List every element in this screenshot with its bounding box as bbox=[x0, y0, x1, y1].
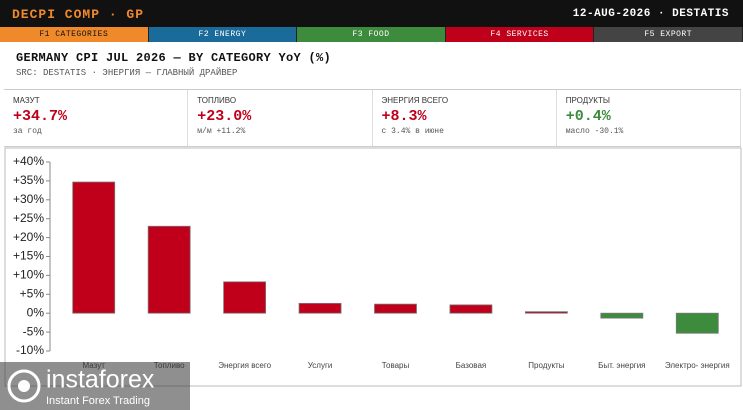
kpi-label: ПРОДУКТЫ bbox=[565, 96, 610, 105]
y-tick-label: +35% bbox=[13, 173, 44, 187]
watermark-bg bbox=[0, 362, 190, 410]
kpi-row: МАЗУТ +34.7% за год ТОПЛИВО +23.0% м/м +11.2%… bbox=[4, 89, 741, 147]
kpi-label: ТОПЛИВО bbox=[197, 96, 237, 105]
bar bbox=[374, 303, 417, 314]
kpi-card: МАЗУТ +34.7% за год bbox=[4, 90, 189, 146]
bar bbox=[147, 225, 191, 314]
tab[interactable]: F2 ENERGY bbox=[148, 27, 298, 42]
watermark-logo bbox=[7, 369, 41, 403]
y-tick-label: +20% bbox=[13, 230, 44, 244]
tab[interactable]: F5 EXPORT bbox=[594, 27, 743, 42]
y-tick-label: +10% bbox=[13, 268, 44, 282]
bar bbox=[600, 312, 644, 319]
kpi-card: ТОПЛИВО +23.0% м/м +11.2% bbox=[188, 90, 373, 146]
tab-bar: F1 CATEGORIES F2 ENERGY F3 FOOD F4 SERVICES… bbox=[0, 27, 743, 42]
header-title: DECPI COMP · GP bbox=[12, 7, 145, 22]
header-date: 12-AUG-2026 · DESTATIS bbox=[572, 8, 729, 20]
y-tick-label: +40% bbox=[13, 154, 44, 168]
watermark-tagline: Instant Forex Trading bbox=[46, 395, 150, 407]
chart-title: GERMANY CPI JUL 2026 — BY CATEGORY YoY (… bbox=[16, 51, 332, 65]
y-tick-label: +5% bbox=[20, 286, 45, 300]
x-tick-label: Услуги bbox=[308, 361, 333, 370]
y-tick-label: 0% bbox=[27, 305, 45, 319]
y-tick-label: -5% bbox=[23, 324, 45, 338]
tab[interactable]: F3 FOOD bbox=[297, 27, 446, 42]
chart-frame bbox=[4, 147, 742, 387]
kpi-value: +0.4% bbox=[565, 108, 611, 125]
kpi-card: ПРОДУКТЫ +0.4% масло -30.1% bbox=[557, 90, 741, 146]
kpi-value: +34.7% bbox=[13, 108, 68, 125]
x-tick-label: Энергия всего bbox=[218, 361, 271, 370]
kpi-note: за год bbox=[13, 127, 42, 136]
tab[interactable]: F4 SERVICES bbox=[445, 27, 595, 42]
kpi-label: ЭНЕРГИЯ ВСЕГО bbox=[381, 96, 449, 105]
bar bbox=[524, 311, 568, 314]
kpi-value: +23.0% bbox=[197, 108, 252, 125]
kpi-card: ЭНЕРГИЯ ВСЕГО +8.3% с 3.4% в июне bbox=[373, 90, 557, 146]
kpi-note: с 3.4% в июне bbox=[381, 127, 444, 136]
kpi-note: м/м +11.2% bbox=[197, 127, 246, 136]
bar bbox=[675, 312, 719, 334]
bar bbox=[298, 302, 342, 314]
bar bbox=[449, 304, 493, 314]
x-tick-label: Быт. энергия bbox=[598, 361, 645, 370]
header-bar: DECPI COMP · GP 12-AUG-2026 · DESTATIS bbox=[0, 0, 743, 27]
y-tick-label: +25% bbox=[13, 211, 44, 225]
bar bbox=[223, 281, 267, 314]
chart: -10% -5% 0% +5% +10% +15% +20% +25% +30% +35% +40%… bbox=[0, 147, 742, 410]
kpi-note: масло -30.1% bbox=[565, 127, 624, 136]
x-tick-label: Базовая bbox=[456, 361, 487, 370]
y-tick-label: +15% bbox=[13, 249, 44, 263]
y-tick-label: +30% bbox=[13, 192, 44, 206]
bar bbox=[72, 181, 116, 314]
watermark-logo-dot bbox=[18, 380, 30, 392]
tab[interactable]: F1 CATEGORIES bbox=[0, 27, 149, 42]
kpi-label: МАЗУТ bbox=[13, 96, 40, 105]
chart-subtitle: SRC: DESTATIS · ЭНЕРГИЯ — ГЛАВНЫЙ ДРАЙВЕ… bbox=[16, 68, 238, 78]
watermark: instaforex Instant Forex Trading bbox=[0, 362, 190, 410]
x-tick-label: Товары bbox=[382, 361, 410, 370]
y-tick-label: -10% bbox=[16, 343, 44, 357]
x-tick-label: Продукты bbox=[528, 361, 564, 370]
kpi-value: +8.3% bbox=[381, 108, 427, 125]
watermark-name: instaforex bbox=[46, 366, 155, 394]
x-tick-label: Электро- энергия bbox=[665, 361, 730, 370]
